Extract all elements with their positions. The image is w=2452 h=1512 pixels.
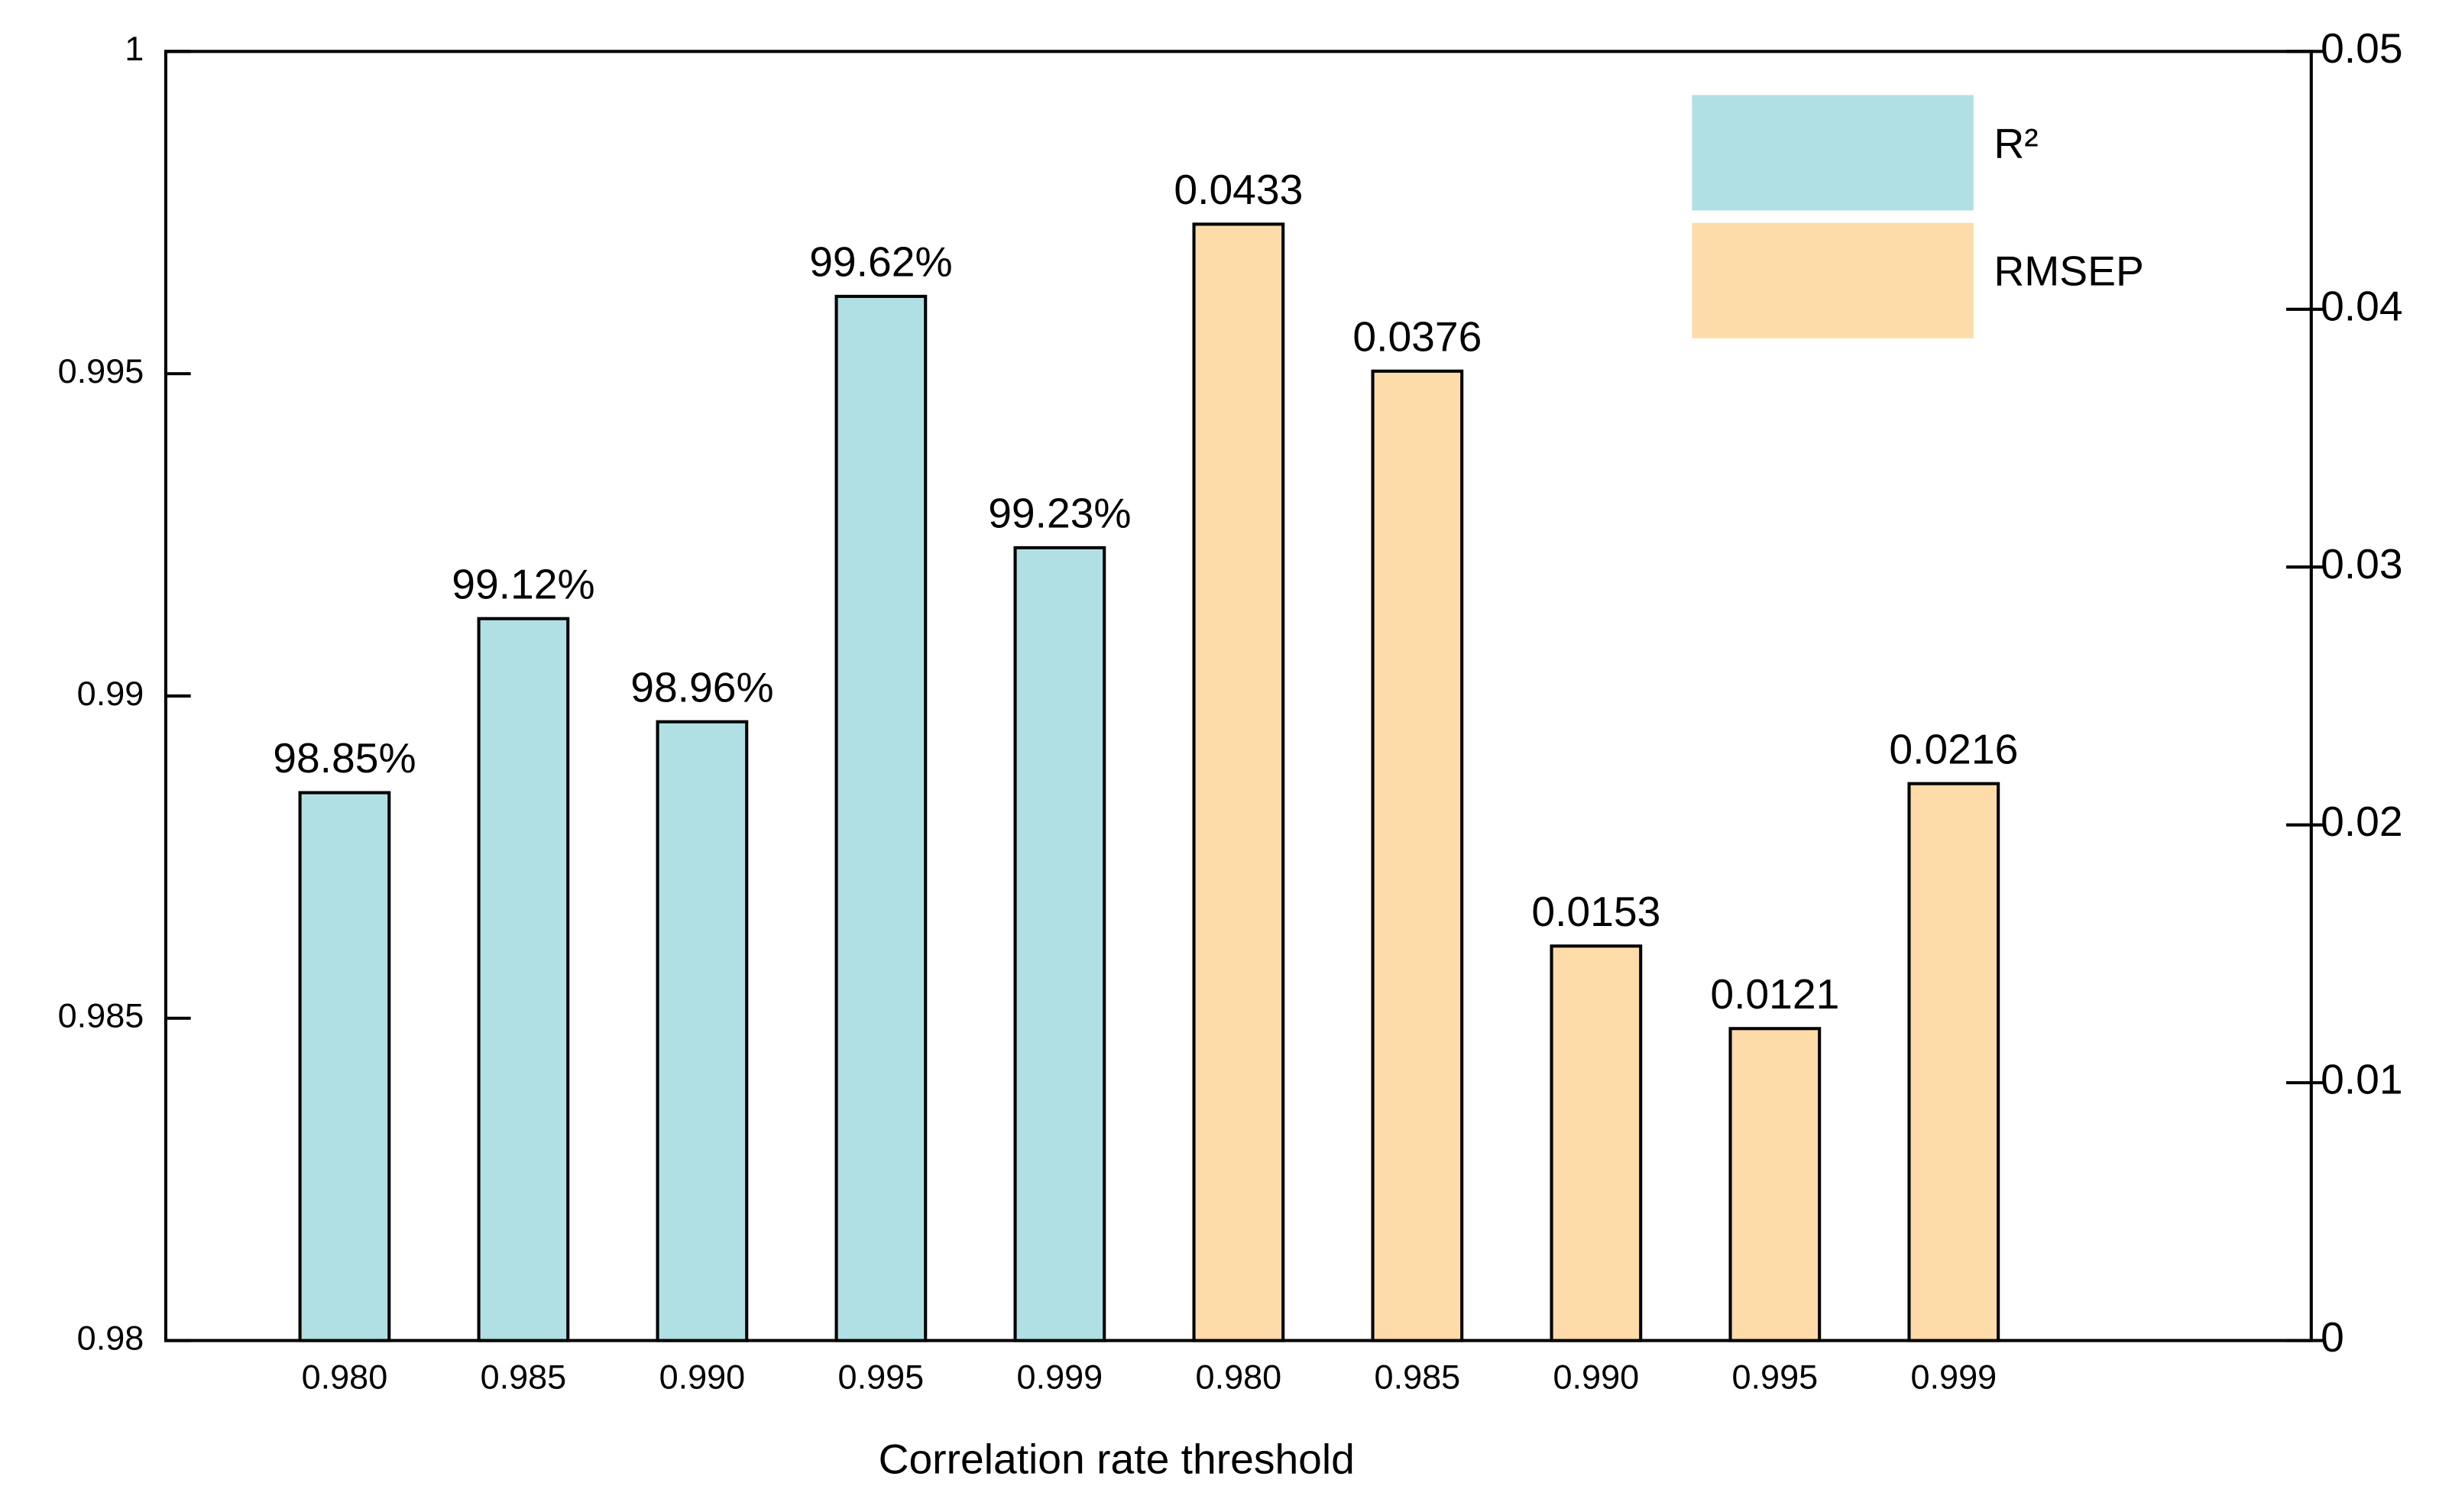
x-tick-label: 0.980 (302, 1358, 388, 1397)
value-label: 0.0121 (1710, 970, 1839, 1018)
value-label: 99.23% (988, 490, 1131, 537)
legend-swatch (1692, 222, 1974, 338)
bar (1192, 222, 1285, 1342)
bar (1013, 546, 1106, 1342)
x-tick-label: 0.990 (659, 1358, 746, 1397)
value-label: 98.85% (273, 734, 416, 782)
value-label: 0.0153 (1531, 888, 1660, 935)
y-tick-label: 0.98 (77, 1318, 144, 1357)
x-tick-label: 0.980 (1196, 1358, 1282, 1397)
legend-label: R² (1994, 119, 2038, 167)
y-tick-label: 0.995 (58, 351, 144, 390)
bar (834, 294, 928, 1342)
x-tick-label: 0.985 (481, 1358, 567, 1397)
bar (298, 791, 391, 1342)
y2-tick-label: 0.01 (2321, 1056, 2403, 1103)
value-label: 0.0376 (1352, 313, 1482, 361)
x-tick-label: 0.990 (1553, 1358, 1640, 1397)
y-tick-label: 0.99 (77, 674, 144, 713)
y-tick-label: 0.985 (58, 996, 144, 1035)
bar (477, 617, 570, 1342)
bar (1371, 369, 1464, 1342)
y2-tick-label: 0.03 (2321, 540, 2403, 588)
y2-tick-label: 0 (2321, 1313, 2344, 1361)
y-tick-label: 1 (125, 29, 144, 68)
value-label: 99.62% (809, 238, 952, 286)
legend-swatch (1692, 95, 1974, 211)
bar (1728, 1027, 1822, 1342)
y2-tick-label: 0.04 (2321, 282, 2403, 329)
value-label: 98.96% (630, 664, 773, 711)
legend-label: RMSEP (1994, 248, 2143, 295)
x-tick-label: 0.999 (1017, 1358, 1103, 1397)
value-label: 0.0433 (1174, 166, 1303, 213)
bar (1550, 944, 1643, 1342)
x-tick-label: 0.995 (1732, 1358, 1819, 1397)
x-tick-label: 0.995 (838, 1358, 925, 1397)
value-label: 99.12% (452, 561, 594, 608)
bar (1907, 782, 2000, 1342)
bar (656, 720, 749, 1342)
x-tick-label: 0.999 (1911, 1358, 1997, 1397)
value-label: 0.0216 (1889, 726, 2018, 773)
x-axis-label: Correlation rate threshold (879, 1435, 1355, 1482)
x-tick-label: 0.985 (1375, 1358, 1461, 1397)
y2-tick-label: 0.02 (2321, 798, 2403, 845)
y2-tick-label: 0.05 (2321, 24, 2403, 72)
